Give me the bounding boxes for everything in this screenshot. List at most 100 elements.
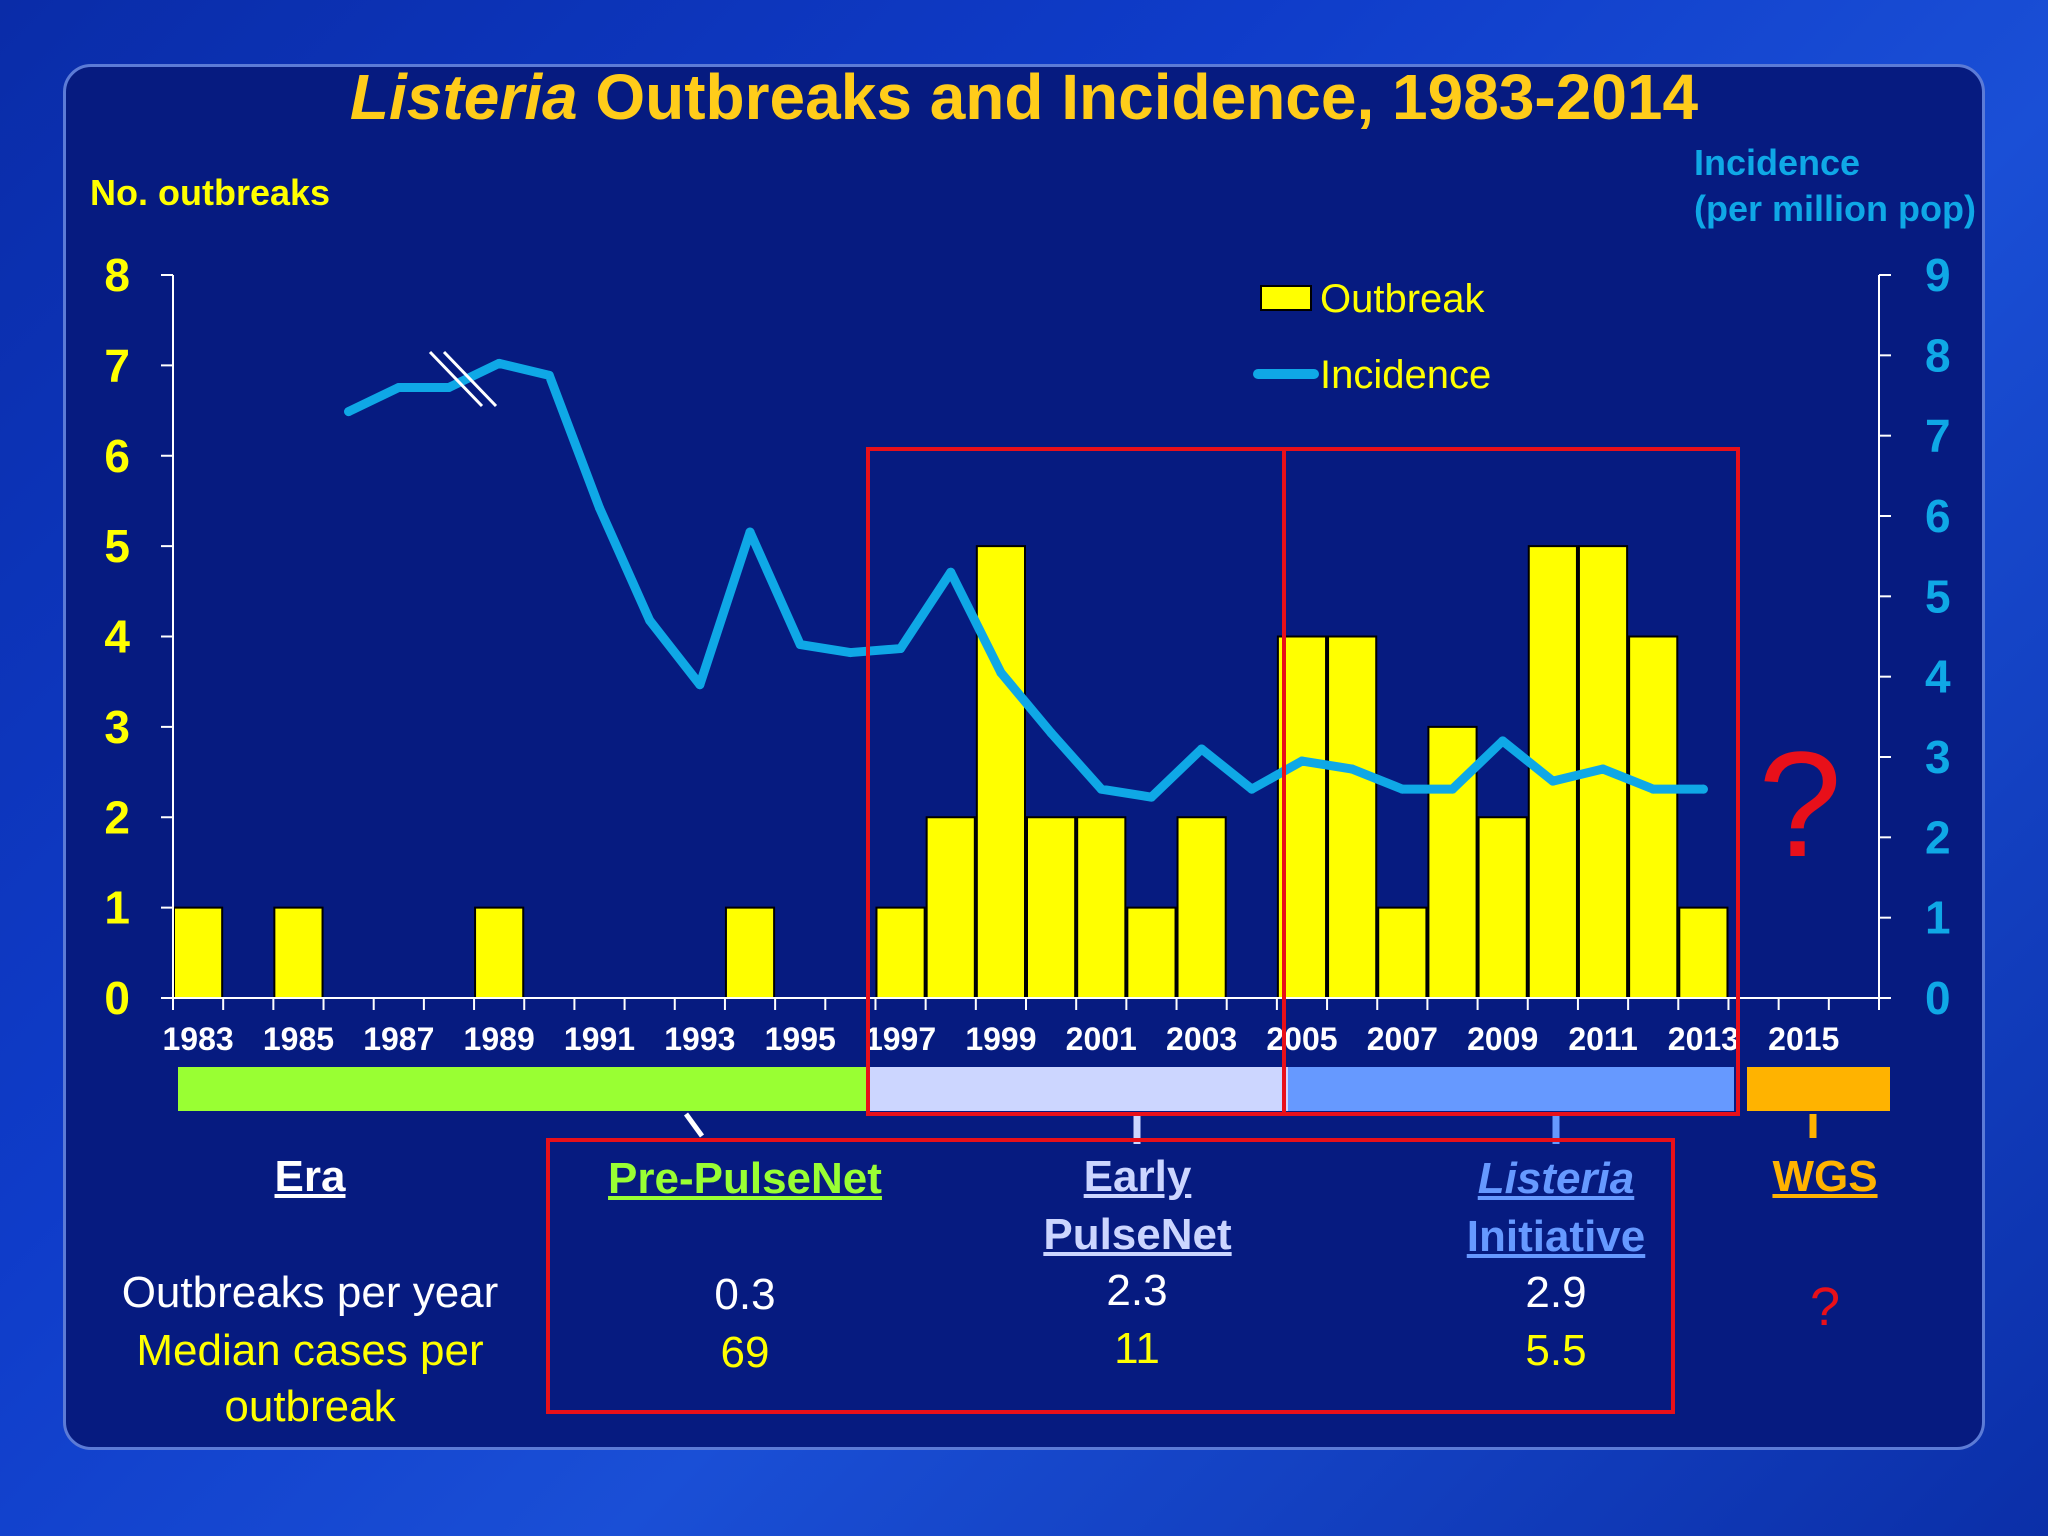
bar-1997: [875, 906, 926, 999]
bar-1989: [474, 906, 525, 999]
incidence-point-2007: [1397, 784, 1407, 794]
bar-2013: [1678, 906, 1729, 999]
bar-1999: [975, 545, 1027, 999]
incidence-point-2004: [1247, 784, 1257, 794]
incidence-point-1991: [595, 503, 604, 513]
incidence-point-2008: [1448, 784, 1457, 794]
bar-2003: [1176, 816, 1227, 999]
incidence-point-1995: [795, 640, 805, 650]
x-axis-tick-label: 1993: [664, 1021, 735, 1057]
bar-2001: [1076, 816, 1127, 999]
right-axis-tick-label: 1: [1925, 892, 1951, 944]
listeria-initiative-outbreaks-per-year: 2.9: [1525, 1268, 1587, 1317]
x-axis-tick-label: 1989: [464, 1021, 535, 1057]
incidence-point-1997: [896, 644, 906, 654]
pre-pulsenet-outbreaks-per-year: 0.3: [714, 1270, 776, 1319]
highlight-box-stats: [546, 1138, 1675, 1414]
incidence-line: [344, 358, 1708, 802]
left-axis-tick-label: 4: [104, 611, 130, 663]
x-axis-tick-label: 2009: [1467, 1021, 1538, 1057]
wgs-question-mark: ?: [1809, 1277, 1841, 1337]
listeria-initiative-median-cases: 5.5: [1525, 1326, 1587, 1375]
era-connector-pre: [683, 1112, 705, 1138]
era-bar-early-pulsenet: [868, 1067, 1288, 1111]
title-italic: Listeria: [349, 61, 578, 133]
era-pre-pulsenet: Pre-PulseNet: [608, 1154, 882, 1203]
axis-break-mark: [442, 350, 498, 408]
title-rest: Outbreaks and Incidence, 1983-2014: [577, 61, 1699, 133]
chart-title: Listeria Outbreaks and Incidence, 1983-2…: [0, 60, 2048, 134]
left-axis-tick-label: 7: [104, 339, 130, 391]
era-early-pulsenet-line1: Early: [1083, 1152, 1192, 1201]
early-pulsenet-median-cases: 11: [1114, 1324, 1160, 1373]
incidence-point-1999: [996, 668, 1006, 678]
x-axis-tick-label: 1997: [865, 1021, 936, 1057]
incidence-point-1987: [394, 382, 404, 392]
x-axis-tick-label: 2001: [1066, 1021, 1137, 1057]
right-axis-tick-label: 2: [1925, 811, 1951, 863]
right-axis-tick-label: 0: [1925, 972, 1951, 1024]
bar-2006: [1327, 635, 1378, 999]
incidence-point-2011: [1598, 764, 1608, 774]
left-axis-tick-label: 0: [104, 972, 130, 1024]
incidence-point-2002: [1146, 792, 1156, 802]
x-axis-tick-label: 1983: [162, 1021, 233, 1057]
left-axis-tick-label: 3: [104, 701, 130, 753]
x-axis-tick-label: 2003: [1166, 1021, 1237, 1057]
right-axis-tick-label: 3: [1925, 731, 1951, 783]
incidence-point-2012: [1648, 784, 1658, 794]
early-pulsenet-outbreaks-per-year: 2.3: [1106, 1266, 1168, 1315]
legend-line-label: Incidence: [1320, 353, 1491, 397]
legend-bar-swatch: [1260, 285, 1312, 311]
incidence-point-1986: [344, 407, 354, 417]
bar-2007: [1377, 906, 1428, 999]
bar-2009: [1477, 816, 1528, 999]
bar-2012: [1628, 635, 1679, 999]
median-cases-label-line2: outbreak: [224, 1382, 396, 1431]
era-early-pulsenet-line2: PulseNet: [1043, 1210, 1232, 1259]
x-axis-tick-label: 1987: [363, 1021, 434, 1057]
right-axis-tick-label: 8: [1925, 329, 1951, 381]
highlight-box-listeria-initiative: [1282, 447, 1740, 1116]
era-label: Era: [274, 1152, 346, 1201]
right-axis-tick-label: 7: [1925, 410, 1951, 462]
bar-1994: [724, 906, 776, 999]
pre-pulsenet-median-cases: 69: [720, 1328, 770, 1377]
era-listeria-initiative-line2: Initiative: [1466, 1212, 1646, 1261]
incidence-point-1994: [745, 527, 755, 537]
median-cases-label-line1: Median cases per: [136, 1326, 484, 1375]
incidence-point-2000: [1046, 728, 1056, 738]
era-bar-listeria-initiative: [1288, 1067, 1734, 1111]
incidence-point-2003: [1197, 744, 1207, 754]
x-axis-tick-label: 2005: [1266, 1021, 1337, 1057]
incidence-point-2005: [1297, 756, 1307, 766]
x-axis-tick-label: 1991: [564, 1021, 635, 1057]
era-wgs: WGS: [1772, 1152, 1878, 1201]
outbreaks-per-year-label: Outbreaks per year: [121, 1268, 499, 1317]
bar-1983: [173, 906, 224, 999]
bar-2000: [1026, 816, 1077, 999]
incidence-point-1989: [494, 358, 504, 368]
left-axis-tick-label: 6: [104, 430, 130, 482]
bar-1985: [273, 906, 324, 999]
right-axis-title-line1: Incidence: [1694, 142, 1861, 183]
x-axis-tick-label: 2015: [1768, 1021, 1839, 1057]
incidence-point-1992: [645, 615, 655, 625]
x-axis-tick-label: 2007: [1367, 1021, 1438, 1057]
future-question-mark: ?: [1758, 720, 1841, 888]
x-axis-tick-label: 1999: [965, 1021, 1036, 1057]
left-axis-tick-label: 5: [104, 520, 130, 572]
x-axis-tick-label: 2011: [1568, 1021, 1637, 1057]
bar-2002: [1126, 906, 1177, 999]
incidence-point-1993: [695, 680, 705, 690]
left-axis-title: No. outbreaks: [90, 172, 331, 213]
bar-1998: [925, 816, 976, 999]
right-axis-title-line2: (per million pop): [1694, 188, 1976, 229]
x-axis-tick-label: 1995: [765, 1021, 836, 1057]
left-axis-tick-label: 2: [104, 791, 130, 843]
legend-bar-label: Outbreak: [1320, 277, 1486, 321]
incidence-point-1990: [544, 370, 554, 380]
incidence-point-2010: [1548, 776, 1558, 786]
incidence-point-1988: [444, 382, 454, 392]
highlight-box-early-pulsenet: [866, 447, 1286, 1116]
